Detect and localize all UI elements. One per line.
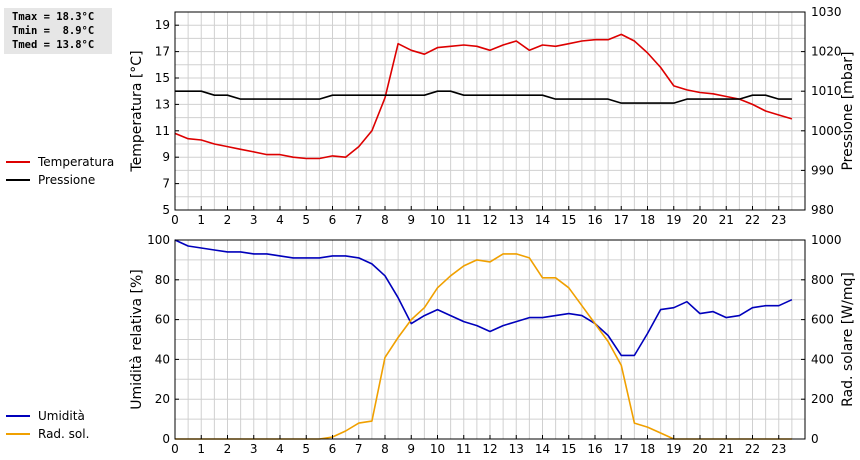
series-line-1-2 xyxy=(175,90,792,104)
x-tick-label: 11 xyxy=(456,213,471,227)
y2-tick-label: 990 xyxy=(811,163,834,177)
x-tick-label: 9 xyxy=(407,213,415,227)
y2-tick-label: 1030 xyxy=(811,5,842,19)
x-tick-label: 9 xyxy=(407,442,415,456)
legend-label: Pressione xyxy=(38,173,95,187)
y-tick-label: 17 xyxy=(155,45,170,59)
x-tick-label: 21 xyxy=(719,213,734,227)
x-tick-label: 17 xyxy=(614,213,629,227)
y2-axis-label: Rad. solare [W/mq] xyxy=(840,272,856,407)
x-tick-label: 14 xyxy=(535,213,550,227)
series-line-2-2 xyxy=(175,253,792,440)
x-tick-label: 5 xyxy=(302,442,310,456)
y-axis-label: Temperatura [°C] xyxy=(129,50,145,172)
x-tick-label: 20 xyxy=(692,442,707,456)
y-tick-label: 0 xyxy=(162,432,170,446)
x-tick-label: 2 xyxy=(224,442,232,456)
y2-tick-label: 800 xyxy=(811,273,834,287)
y-tick-label: 40 xyxy=(155,352,170,366)
series-line-2-1 xyxy=(174,239,793,357)
series-line-1-1 xyxy=(174,33,793,160)
y2-tick-label: 1020 xyxy=(811,45,842,59)
y-axis-label: Umidità relativa [%] xyxy=(129,269,145,410)
y2-tick-label: 1010 xyxy=(811,84,842,98)
y2-tick-label: 400 xyxy=(811,352,834,366)
x-tick-label: 16 xyxy=(587,213,602,227)
x-tick-label: 22 xyxy=(745,442,760,456)
x-tick-label: 18 xyxy=(640,213,655,227)
x-tick-label: 5 xyxy=(302,213,310,227)
y-tick-label: 60 xyxy=(155,313,170,327)
y-tick-label: 15 xyxy=(155,71,170,85)
y2-tick-label: 980 xyxy=(811,203,834,217)
x-tick-label: 18 xyxy=(640,442,655,456)
y2-tick-label: 200 xyxy=(811,392,834,406)
y2-axis-label: Pressione [mbar] xyxy=(840,51,856,170)
y-tick-label: 80 xyxy=(155,273,170,287)
y-tick-label: 9 xyxy=(162,150,170,164)
x-tick-label: 19 xyxy=(666,442,681,456)
x-tick-label: 8 xyxy=(381,442,389,456)
legend-label: Rad. sol. xyxy=(38,427,89,441)
x-tick-label: 13 xyxy=(509,213,524,227)
x-tick-label: 3 xyxy=(250,213,258,227)
x-tick-label: 21 xyxy=(719,442,734,456)
chart-panel-2: 0 1 2 3 4 5 6 7 8 9 10 11 12 13 14 15 16 17 18 19 20 21 22 2302… xyxy=(6,233,856,456)
y-tick-label: 19 xyxy=(155,18,170,32)
x-tick-label: 23 xyxy=(771,442,786,456)
y-tick-label: 13 xyxy=(155,97,170,111)
stats-box: Tmax = 18.3°C Tmin = 8.9°C Tmed = 13.8°C xyxy=(4,8,112,54)
x-tick-label: 19 xyxy=(666,213,681,227)
y-tick-label: 7 xyxy=(162,177,170,191)
y-tick-label: 11 xyxy=(155,124,170,138)
x-tick-label: 1 xyxy=(197,442,205,456)
x-tick-label: 12 xyxy=(482,213,497,227)
tmin-text: Tmin = 8.9°C xyxy=(12,25,95,37)
x-tick-label: 0 xyxy=(171,213,179,227)
x-tick-label: 1 xyxy=(197,213,205,227)
y2-tick-label: 1000 xyxy=(811,233,842,247)
x-tick-label: 17 xyxy=(614,442,629,456)
tmed-text: Tmed = 13.8°C xyxy=(12,39,95,51)
legend-label: Temperatura xyxy=(37,155,114,169)
x-tick-label: 6 xyxy=(329,442,337,456)
x-tick-label: 6 xyxy=(329,213,337,227)
y-tick-label: 20 xyxy=(155,392,170,406)
x-tick-label: 15 xyxy=(561,213,576,227)
x-tick-label: 13 xyxy=(509,442,524,456)
chart-panel-1: 0 1 2 3 4 5 6 7 8 9 10 11 12 13 14 15 16 17 18 19 20 21 22 2357… xyxy=(6,5,856,227)
y2-tick-label: 0 xyxy=(811,432,819,446)
x-tick-label: 4 xyxy=(276,213,284,227)
x-tick-label: 22 xyxy=(745,213,760,227)
x-tick-label: 20 xyxy=(692,213,707,227)
y-tick-label: 5 xyxy=(162,203,170,217)
x-tick-label: 2 xyxy=(224,213,232,227)
y2-tick-label: 600 xyxy=(811,313,834,327)
x-tick-label: 3 xyxy=(250,442,258,456)
x-tick-label: 11 xyxy=(456,442,471,456)
tmax-text: Tmax = 18.3°C xyxy=(12,11,95,23)
x-tick-label: 0 xyxy=(171,442,179,456)
x-tick-label: 15 xyxy=(561,442,576,456)
y-tick-label: 100 xyxy=(147,233,170,247)
y2-tick-label: 1000 xyxy=(811,124,842,138)
x-tick-label: 10 xyxy=(430,213,445,227)
x-tick-label: 7 xyxy=(355,442,363,456)
x-tick-label: 4 xyxy=(276,442,284,456)
x-tick-label: 7 xyxy=(355,213,363,227)
x-tick-label: 12 xyxy=(482,442,497,456)
legend-label: Umidità xyxy=(38,409,85,423)
x-tick-label: 23 xyxy=(771,213,786,227)
x-tick-label: 10 xyxy=(430,442,445,456)
x-tick-label: 16 xyxy=(587,442,602,456)
x-tick-label: 8 xyxy=(381,213,389,227)
x-tick-label: 14 xyxy=(535,442,550,456)
